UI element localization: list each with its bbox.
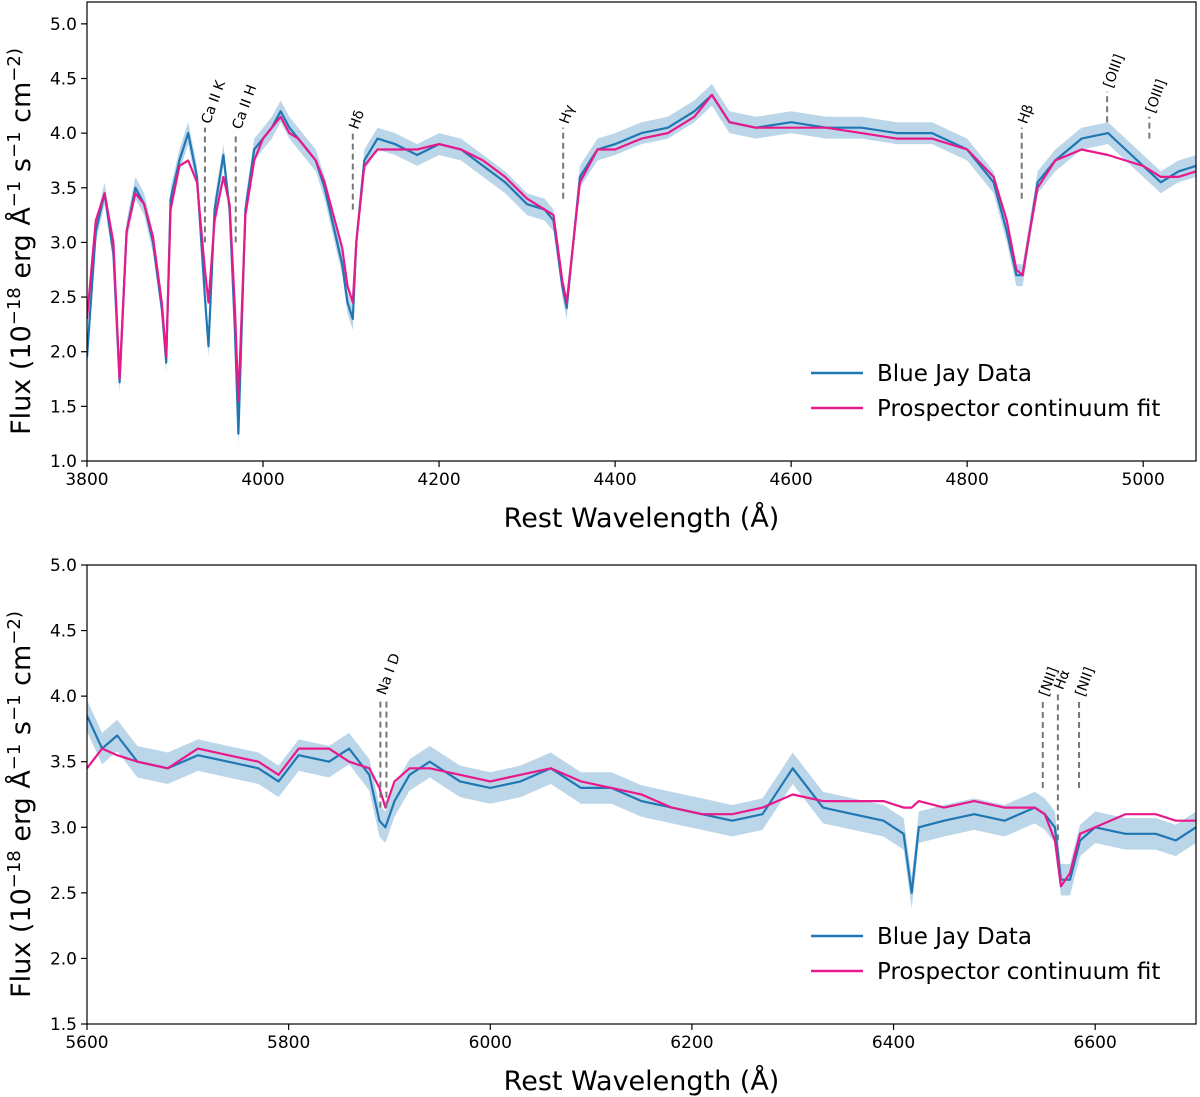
x-tick-label: 4800	[946, 470, 989, 490]
x-axis-label: Rest Wavelength (Å)	[504, 1065, 780, 1097]
y-tick-label: 1.5	[50, 397, 77, 417]
x-tick-label: 6600	[1074, 1033, 1117, 1053]
bottom-panel: Na I D [NII]Hα [NII]5600 5800 6000 6200 6400 66…	[4, 556, 1197, 1097]
legend-label: Prospector continuum fit	[877, 396, 1160, 422]
y-tick-label: 4.5	[50, 622, 77, 642]
x-tick-label: 6000	[469, 1033, 512, 1053]
line-marker-label: Hγ	[557, 103, 578, 126]
y-axis-label: Flux (10−18 erg Å−1 s−1 cm−2)	[4, 48, 38, 435]
series-line-data	[87, 715, 1196, 894]
y-tick-label: 5.0	[50, 556, 77, 576]
series-line-fit	[87, 747, 1196, 888]
y-tick-label: 3.5	[50, 753, 77, 773]
line-marker-label: Ca II K	[199, 78, 230, 126]
series-line-fit	[87, 93, 1196, 402]
y-tick-label: 3.0	[50, 233, 77, 253]
legend-label: Prospector continuum fit	[877, 959, 1160, 985]
line-marker-label: [OIII]	[1101, 52, 1128, 90]
y-tick-label: 2.5	[50, 884, 77, 904]
legend: Blue Jay Data Prospector continuum fit	[811, 361, 1160, 422]
y-tick-label: 2.5	[50, 288, 77, 308]
x-tick-label: 4600	[769, 470, 812, 490]
y-axis-label: Flux (10−18 erg Å−1 s−1 cm−2)	[4, 611, 38, 998]
y-tick-label: 2.0	[50, 343, 77, 363]
x-tick-label: 6400	[872, 1033, 915, 1053]
y-tick-label: 1.5	[50, 1015, 77, 1035]
uncertainty-band	[87, 700, 1196, 909]
x-tick-label: 6200	[670, 1033, 713, 1053]
y-tick-label: 4.0	[50, 124, 77, 144]
x-tick-label: 4400	[593, 470, 636, 490]
line-marker-label: Na I D	[374, 651, 404, 697]
top-panel: Ca II K Ca II H Hδ Hγ Hβ [OIII] [OIII] 3800 4000…	[4, 1, 1197, 534]
legend-label: Blue Jay Data	[877, 924, 1032, 950]
legend-label: Blue Jay Data	[877, 361, 1032, 387]
line-marker-label: Hβ	[1015, 102, 1037, 126]
y-tick-label: 5.0	[50, 15, 77, 35]
line-marker-label: [OIII]	[1143, 77, 1170, 115]
plot-area	[87, 84, 1196, 445]
y-tick-label: 3.5	[50, 179, 77, 199]
line-marker-label: Hα	[1052, 668, 1074, 692]
x-tick-label: 4000	[241, 470, 284, 490]
x-tick-label: 5600	[65, 1033, 108, 1053]
line-marker-label: [NII]	[1073, 665, 1098, 698]
y-tick-label: 2.0	[50, 949, 77, 969]
legend: Blue Jay Data Prospector continuum fit	[811, 924, 1160, 985]
axes-frame	[86, 564, 1197, 1025]
series-line-data	[87, 93, 1196, 435]
x-tick-label: 5000	[1122, 470, 1165, 490]
axes-frame	[86, 1, 1197, 462]
x-tick-label: 3800	[65, 470, 108, 490]
x-tick-label: 5800	[267, 1033, 310, 1053]
y-tick-label: 4.5	[50, 70, 77, 90]
y-tick-label: 3.0	[50, 818, 77, 838]
x-axis-label: Rest Wavelength (Å)	[504, 502, 780, 534]
plot-area	[87, 700, 1196, 909]
y-tick-label: 4.0	[50, 687, 77, 707]
x-tick-label: 4200	[417, 470, 460, 490]
y-tick-label: 1.0	[50, 452, 77, 472]
line-marker-label: Hδ	[347, 108, 369, 131]
line-marker-label: Ca II H	[229, 83, 260, 132]
